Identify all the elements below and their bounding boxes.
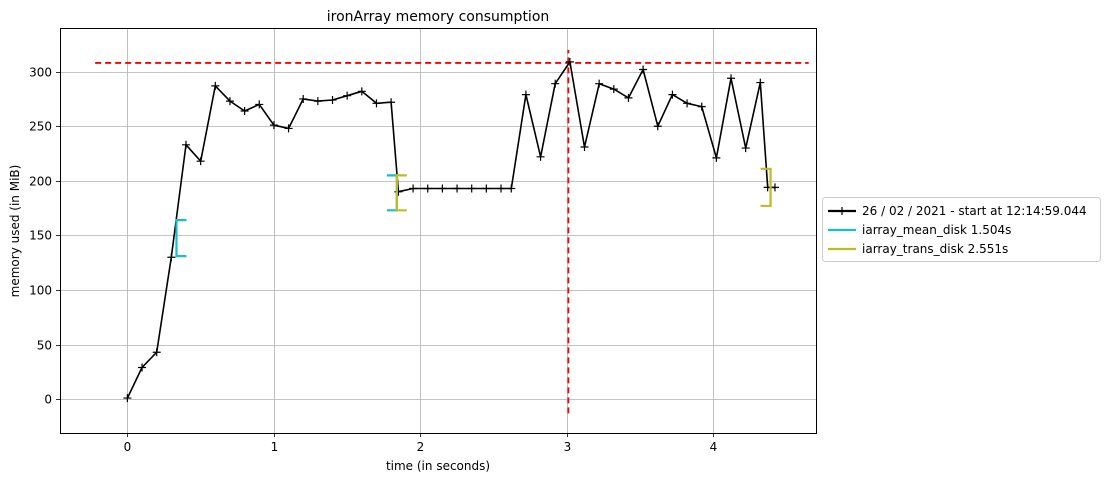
x-axis-label: time (in seconds): [386, 459, 490, 473]
y-axis-ticks: 0 50 100 150 200 250 300: [29, 66, 60, 407]
data-point-marker: [756, 78, 765, 87]
y-axis-label: memory used (in MiB): [8, 165, 22, 298]
x-tick-label: 0: [124, 440, 132, 454]
data-point-marker: [624, 93, 633, 102]
interval-start-bracket: [175, 219, 187, 258]
y-tick-label: 100: [29, 284, 52, 298]
chart-title: ironArray memory consumption: [327, 9, 550, 25]
data-point-marker: [299, 94, 308, 103]
data-point-marker: [580, 142, 589, 151]
data-point-marker: [453, 184, 462, 193]
data-point-marker: [423, 184, 432, 193]
y-tick-label: 200: [29, 175, 52, 189]
data-point-marker: [536, 152, 545, 161]
plot-frame: [60, 28, 817, 434]
legend-label: 26 / 02 / 2021 - start at 12:14:59.044: [862, 204, 1087, 218]
data-point-marker: [609, 85, 618, 94]
data-point-marker: [225, 97, 234, 106]
data-point-marker: [482, 184, 491, 193]
data-point-marker: [653, 122, 662, 131]
data-point-marker: [123, 394, 132, 403]
data-point-marker: [683, 99, 692, 108]
data-point-marker: [357, 87, 366, 96]
y-tick-label: 150: [29, 229, 52, 243]
data-point-marker: [328, 96, 337, 105]
data-point-marker: [438, 184, 447, 193]
data-point-marker: [152, 348, 161, 357]
data-point-marker: [211, 81, 220, 90]
y-tick-label: 0: [44, 393, 52, 407]
data-point-marker: [467, 184, 476, 193]
data-point-marker: [372, 99, 381, 108]
legend-label: iarray_trans_disk 2.551s: [862, 242, 1008, 256]
data-point-marker: [668, 90, 677, 99]
data-point-marker: [595, 79, 604, 88]
y-tick-label: 250: [29, 120, 52, 134]
data-point-marker: [240, 106, 249, 115]
series-layer: [123, 57, 779, 403]
y-tick-label: 50: [37, 339, 52, 353]
legend-label: iarray_mean_disk 1.504s: [862, 223, 1011, 237]
x-tick-label: 1: [271, 440, 279, 454]
data-point-marker: [507, 184, 516, 193]
data-point-marker: [639, 65, 648, 74]
data-point-marker: [255, 100, 264, 109]
data-point-marker: [182, 140, 190, 149]
x-tick-label: 3: [564, 440, 572, 454]
y-tick-label: 300: [29, 66, 52, 80]
interval-end-bracket: [760, 167, 772, 208]
grid: [60, 28, 816, 433]
data-point-marker: [497, 184, 505, 193]
x-tick-label: 2: [417, 440, 425, 454]
legend: 26 / 02 / 2021 - start at 12:14:59.044 ia…: [822, 197, 1101, 262]
legend-frame: [822, 197, 1101, 262]
data-point-marker: [284, 124, 293, 133]
data-point-marker: [409, 184, 418, 193]
data-point-marker: [343, 91, 352, 100]
data-point-marker: [741, 144, 750, 153]
data-point-marker: [770, 183, 779, 192]
interval-markers: [175, 167, 772, 258]
data-point-marker: [551, 79, 560, 88]
data-point-marker: [138, 363, 147, 372]
data-point-marker: [196, 157, 205, 166]
data-point-marker: [269, 121, 278, 130]
legend-marker-sample: [838, 207, 846, 215]
data-point-marker: [712, 153, 721, 162]
interval-start-bracket: [395, 174, 407, 212]
data-point-marker: [565, 57, 574, 66]
data-point-marker: [313, 97, 322, 106]
data-point-marker: [521, 90, 530, 99]
reference-lines: [95, 49, 809, 414]
data-point-marker: [727, 74, 736, 83]
data-point-marker: [387, 98, 396, 107]
data-point-marker: [697, 102, 706, 111]
x-axis-ticks: 0 1 2 3 4: [124, 433, 718, 454]
data-point-marker: [167, 253, 176, 262]
x-tick-label: 4: [710, 440, 718, 454]
